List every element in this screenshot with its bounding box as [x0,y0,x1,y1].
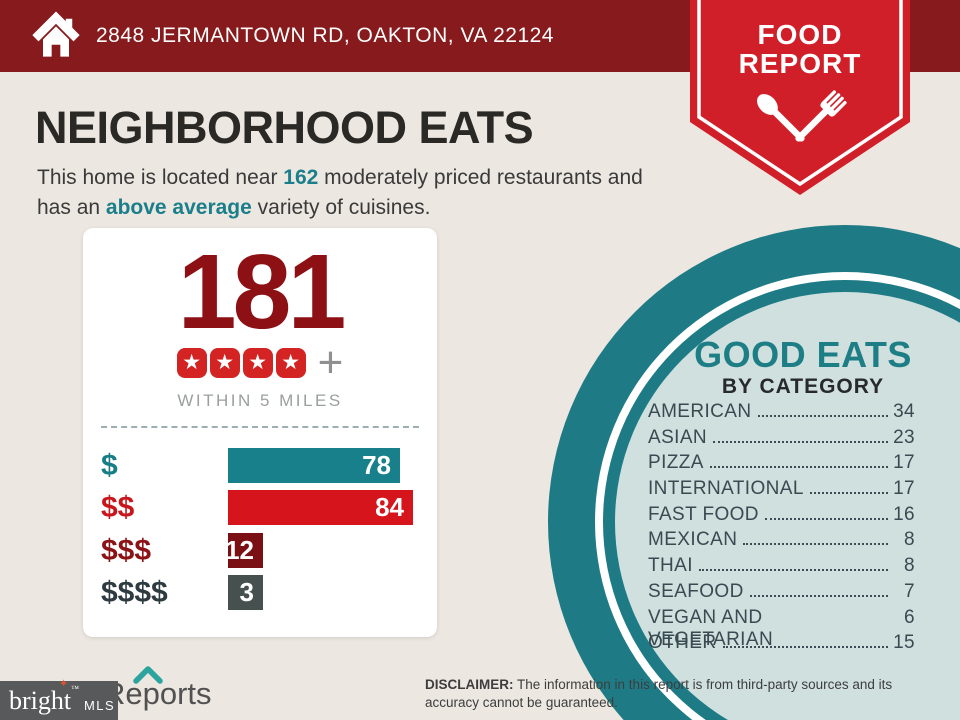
dot-leader [698,569,888,572]
star-icon: ★ [242,348,273,378]
category-value: 16 [893,503,915,525]
dot-leader [764,517,888,520]
page-title: NEIGHBORHOOD EATS [35,102,534,153]
dot-leader [757,415,888,417]
dot-leader [749,594,888,597]
list-item: AMERICAN 34 [648,401,915,427]
category-value: 34 [893,401,915,422]
category-label: THAI [648,555,693,577]
price-tier-label: $$$$ [101,576,168,609]
price-bar: 84 [228,490,413,525]
badge-line2: REPORT [739,48,862,79]
disclaimer-label: DISCLAIMER: [425,677,514,692]
dot-leader [722,646,888,649]
star-icon: ★ [275,348,306,378]
dot-leader [809,492,888,495]
category-value: 8 [904,529,915,551]
category-value: 17 [893,452,915,474]
brand-name: bright™ [9,683,79,715]
dashed-divider [101,426,419,428]
star-icon: ★ [209,348,240,378]
sparkle-icon: ✦ [59,678,69,690]
radius-label: WITHIN 5 MILES [177,391,343,410]
dot-leader [709,466,888,469]
category-value: 23 [893,426,915,448]
stat-card: 181 ★ ★ ★ ★ + WITHIN 5 MILES $ 78 $$ 84 … [83,228,437,637]
category-label: INTERNATIONAL [648,478,804,500]
category-label: MEXICAN [648,529,738,551]
list-item: THAI 8 [648,555,915,581]
price-bar-row: $$$$ 3 [83,575,437,610]
spoon-icon [757,94,805,142]
category-label: OTHER [648,632,717,654]
price-bar: 78 [228,448,400,483]
brand-sub: MLS [83,697,116,713]
bright-mls-logo: bright™ ✦ MLS [0,678,118,720]
total-restaurants: 181 [177,233,347,351]
trademark: ™ [71,683,79,693]
page-subtitle: This home is located near 162 moderately… [37,163,697,224]
list-item: ASIAN 23 [648,427,915,453]
variety-highlight: above average [105,196,252,220]
property-address: 2848 JERMANTOWN RD, OAKTON, VA 22124 [96,24,554,47]
price-bar-row: $ 78 [83,448,437,483]
price-bar-value: 84 [375,492,404,522]
list-item: SEAFOOD 7 [648,581,915,607]
badge-line1: FOOD [758,19,843,50]
price-bar: 12 [225,533,263,568]
category-label: PIZZA [648,452,704,474]
good-eats-header: GOOD EATS BY CATEGORY [653,336,953,399]
dot-leader [743,543,888,546]
teal-caret-icon [133,666,163,684]
star-rating: ★ ★ ★ ★ + [83,338,437,387]
subtitle-text: has an [37,196,106,220]
list-item: INTERNATIONAL 17 [648,478,915,504]
price-tier-label: $ [101,449,118,482]
category-label: ASIAN [648,426,708,448]
price-bar-value: 78 [362,450,391,480]
fork-icon [795,90,847,142]
category-value: 6 [904,606,915,628]
list-item: OTHER 15 [648,632,915,658]
price-bar-value: 12 [225,535,254,565]
category-value: 15 [893,632,915,654]
good-eats-subtitle: BY CATEGORY [721,375,885,398]
category-list: AMERICAN 34 ASIAN 23 PIZZA 17 INTERNATIONAL… [648,401,915,658]
category-label: VEGAN AND VEGETARIAN [648,606,774,650]
list-item: MEXICAN 8 [648,529,915,555]
price-tier-label: $$ [101,491,135,524]
list-item: FAST FOOD 16 [648,504,915,530]
price-bar: 3 [228,575,263,610]
disclaimer-text: The information in this report is from t… [425,677,893,710]
disclaimer: DISCLAIMER: The information in this repo… [425,676,933,712]
price-bar-row: $$$ 12 [83,533,437,568]
dot-leader [713,440,888,443]
category-value: 7 [904,580,915,602]
price-tier-label: $$$ [101,534,152,567]
list-item: VEGAN AND VEGETARIAN 6 [648,606,915,650]
price-bar-value: 3 [239,577,254,607]
list-item: PIZZA 17 [648,452,915,478]
subtitle-text: moderately priced restaurants and [318,166,643,189]
food-report-badge: FOOD REPORT [690,0,910,195]
category-value: 8 [904,555,915,577]
category-label: SEAFOOD [648,580,744,602]
subtitle-text: variety of cuisines. [251,196,431,220]
star-icon: ★ [176,348,207,378]
home-icon [32,11,80,57]
restaurant-count: 162 [283,166,319,189]
category-value: 17 [893,478,915,500]
category-label: AMERICAN [648,401,752,422]
good-eats-title: GOOD EATS [694,334,912,375]
plus-icon: + [317,338,344,387]
category-label: FAST FOOD [648,503,759,525]
price-bar-row: $$ 84 [83,490,437,525]
subtitle-text: This home is located near [37,166,284,189]
